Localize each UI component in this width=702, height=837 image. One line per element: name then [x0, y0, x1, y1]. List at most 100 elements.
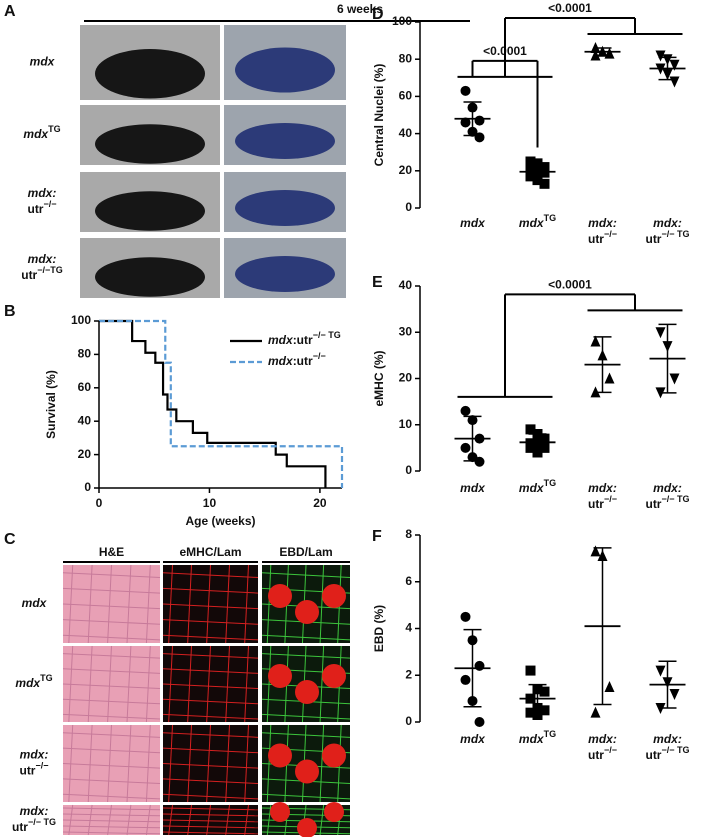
point [474, 115, 485, 126]
fiber [62, 572, 161, 578]
fiber [145, 564, 151, 644]
label-part: −/− TG [661, 494, 689, 504]
column-header: EBD/Lam [279, 545, 332, 559]
label-part: mdx: [588, 216, 617, 230]
label-part: −/− [43, 199, 56, 209]
fiber [187, 645, 192, 723]
label-line: mdx: [28, 252, 57, 266]
label-part: mdx [22, 596, 48, 610]
fiber [168, 564, 173, 644]
fiber [162, 819, 259, 823]
label-part: mdx [15, 676, 41, 690]
fiber [266, 564, 272, 644]
point [460, 85, 471, 96]
fiber [244, 564, 249, 644]
label-line: utr−/− TG [12, 817, 56, 834]
label-line: mdxTG [519, 213, 556, 230]
y-tick-label: 60 [78, 380, 92, 394]
y-tick-label: 10 [399, 417, 413, 431]
point [525, 163, 536, 174]
fiber [62, 778, 161, 785]
panel-letter: B [4, 303, 16, 320]
label-line: mdx: [588, 216, 617, 230]
label-part: −/− TG [313, 330, 341, 340]
fiber [319, 645, 325, 723]
label-line: utr−/− [27, 199, 56, 216]
label-part: −/− [604, 229, 617, 239]
mouse [95, 191, 205, 231]
x-tick-label: 10 [203, 496, 217, 510]
y-tick-label: 100 [71, 313, 91, 327]
fiber [126, 724, 132, 803]
point [604, 372, 615, 384]
fiber [62, 587, 161, 594]
label-line: mdxTG [519, 729, 556, 746]
fiber-stain [322, 743, 346, 768]
point [525, 156, 536, 167]
y-axis-label: Survival (%) [44, 370, 58, 439]
label-part: utr [19, 764, 35, 778]
y-tick-label: 0 [405, 463, 412, 477]
column-header: H&E [99, 545, 124, 559]
fiber [62, 813, 161, 817]
fiber [62, 793, 161, 800]
point [655, 327, 666, 339]
mouse [95, 257, 205, 297]
label-line: mdx [460, 732, 486, 746]
label-part: :utr [293, 333, 313, 347]
fiber [162, 668, 259, 674]
fiber [68, 645, 74, 723]
fiber [87, 724, 93, 803]
mouse [95, 49, 205, 99]
label-line: mdx [30, 55, 56, 69]
point [474, 456, 485, 467]
y-axis-label: eMHC (%) [372, 350, 386, 406]
label-part: utr [27, 202, 43, 216]
point [539, 705, 550, 716]
micrograph [163, 565, 258, 643]
point [460, 442, 471, 453]
label-line: utr−/− TG [645, 494, 689, 511]
point [532, 447, 543, 458]
label-part: utr [12, 820, 28, 834]
point [669, 373, 680, 385]
fiber [62, 713, 161, 720]
label-line: mdx [22, 596, 48, 610]
point [525, 442, 536, 453]
y-tick-label: 30 [399, 324, 413, 338]
label-part: −/− TG [28, 817, 56, 827]
label-part: TG [544, 729, 557, 739]
point [604, 47, 615, 59]
label-part: mdx: [28, 252, 57, 266]
label-line: mdx: [28, 186, 57, 200]
point [525, 171, 536, 182]
fiber [162, 603, 259, 610]
fiber [168, 645, 173, 723]
micrograph [163, 646, 258, 722]
fiber [206, 645, 211, 723]
fiber-stain [270, 802, 290, 822]
point [539, 442, 550, 453]
fiber [225, 564, 230, 644]
point [525, 665, 536, 676]
label-part: utr [588, 748, 604, 762]
point [474, 717, 485, 727]
fiber-stain [295, 759, 319, 784]
label-part: utr [645, 748, 661, 762]
point [539, 433, 550, 444]
label-line: mdx: [653, 481, 682, 495]
fiber-stain [268, 664, 292, 688]
point [460, 117, 471, 128]
label-part: utr [645, 497, 661, 511]
fiber [62, 807, 161, 811]
fiber [187, 804, 192, 836]
x-tick-label: 20 [313, 496, 327, 510]
y-tick-label: 40 [78, 413, 92, 427]
y-tick-label: 2 [405, 667, 412, 681]
fiber [62, 603, 161, 610]
fiber [62, 683, 161, 690]
y-tick-label: 20 [78, 447, 92, 461]
fiber-stain [322, 584, 346, 608]
label-part: mdx: [653, 481, 682, 495]
label-part: −/−TG [37, 265, 63, 275]
